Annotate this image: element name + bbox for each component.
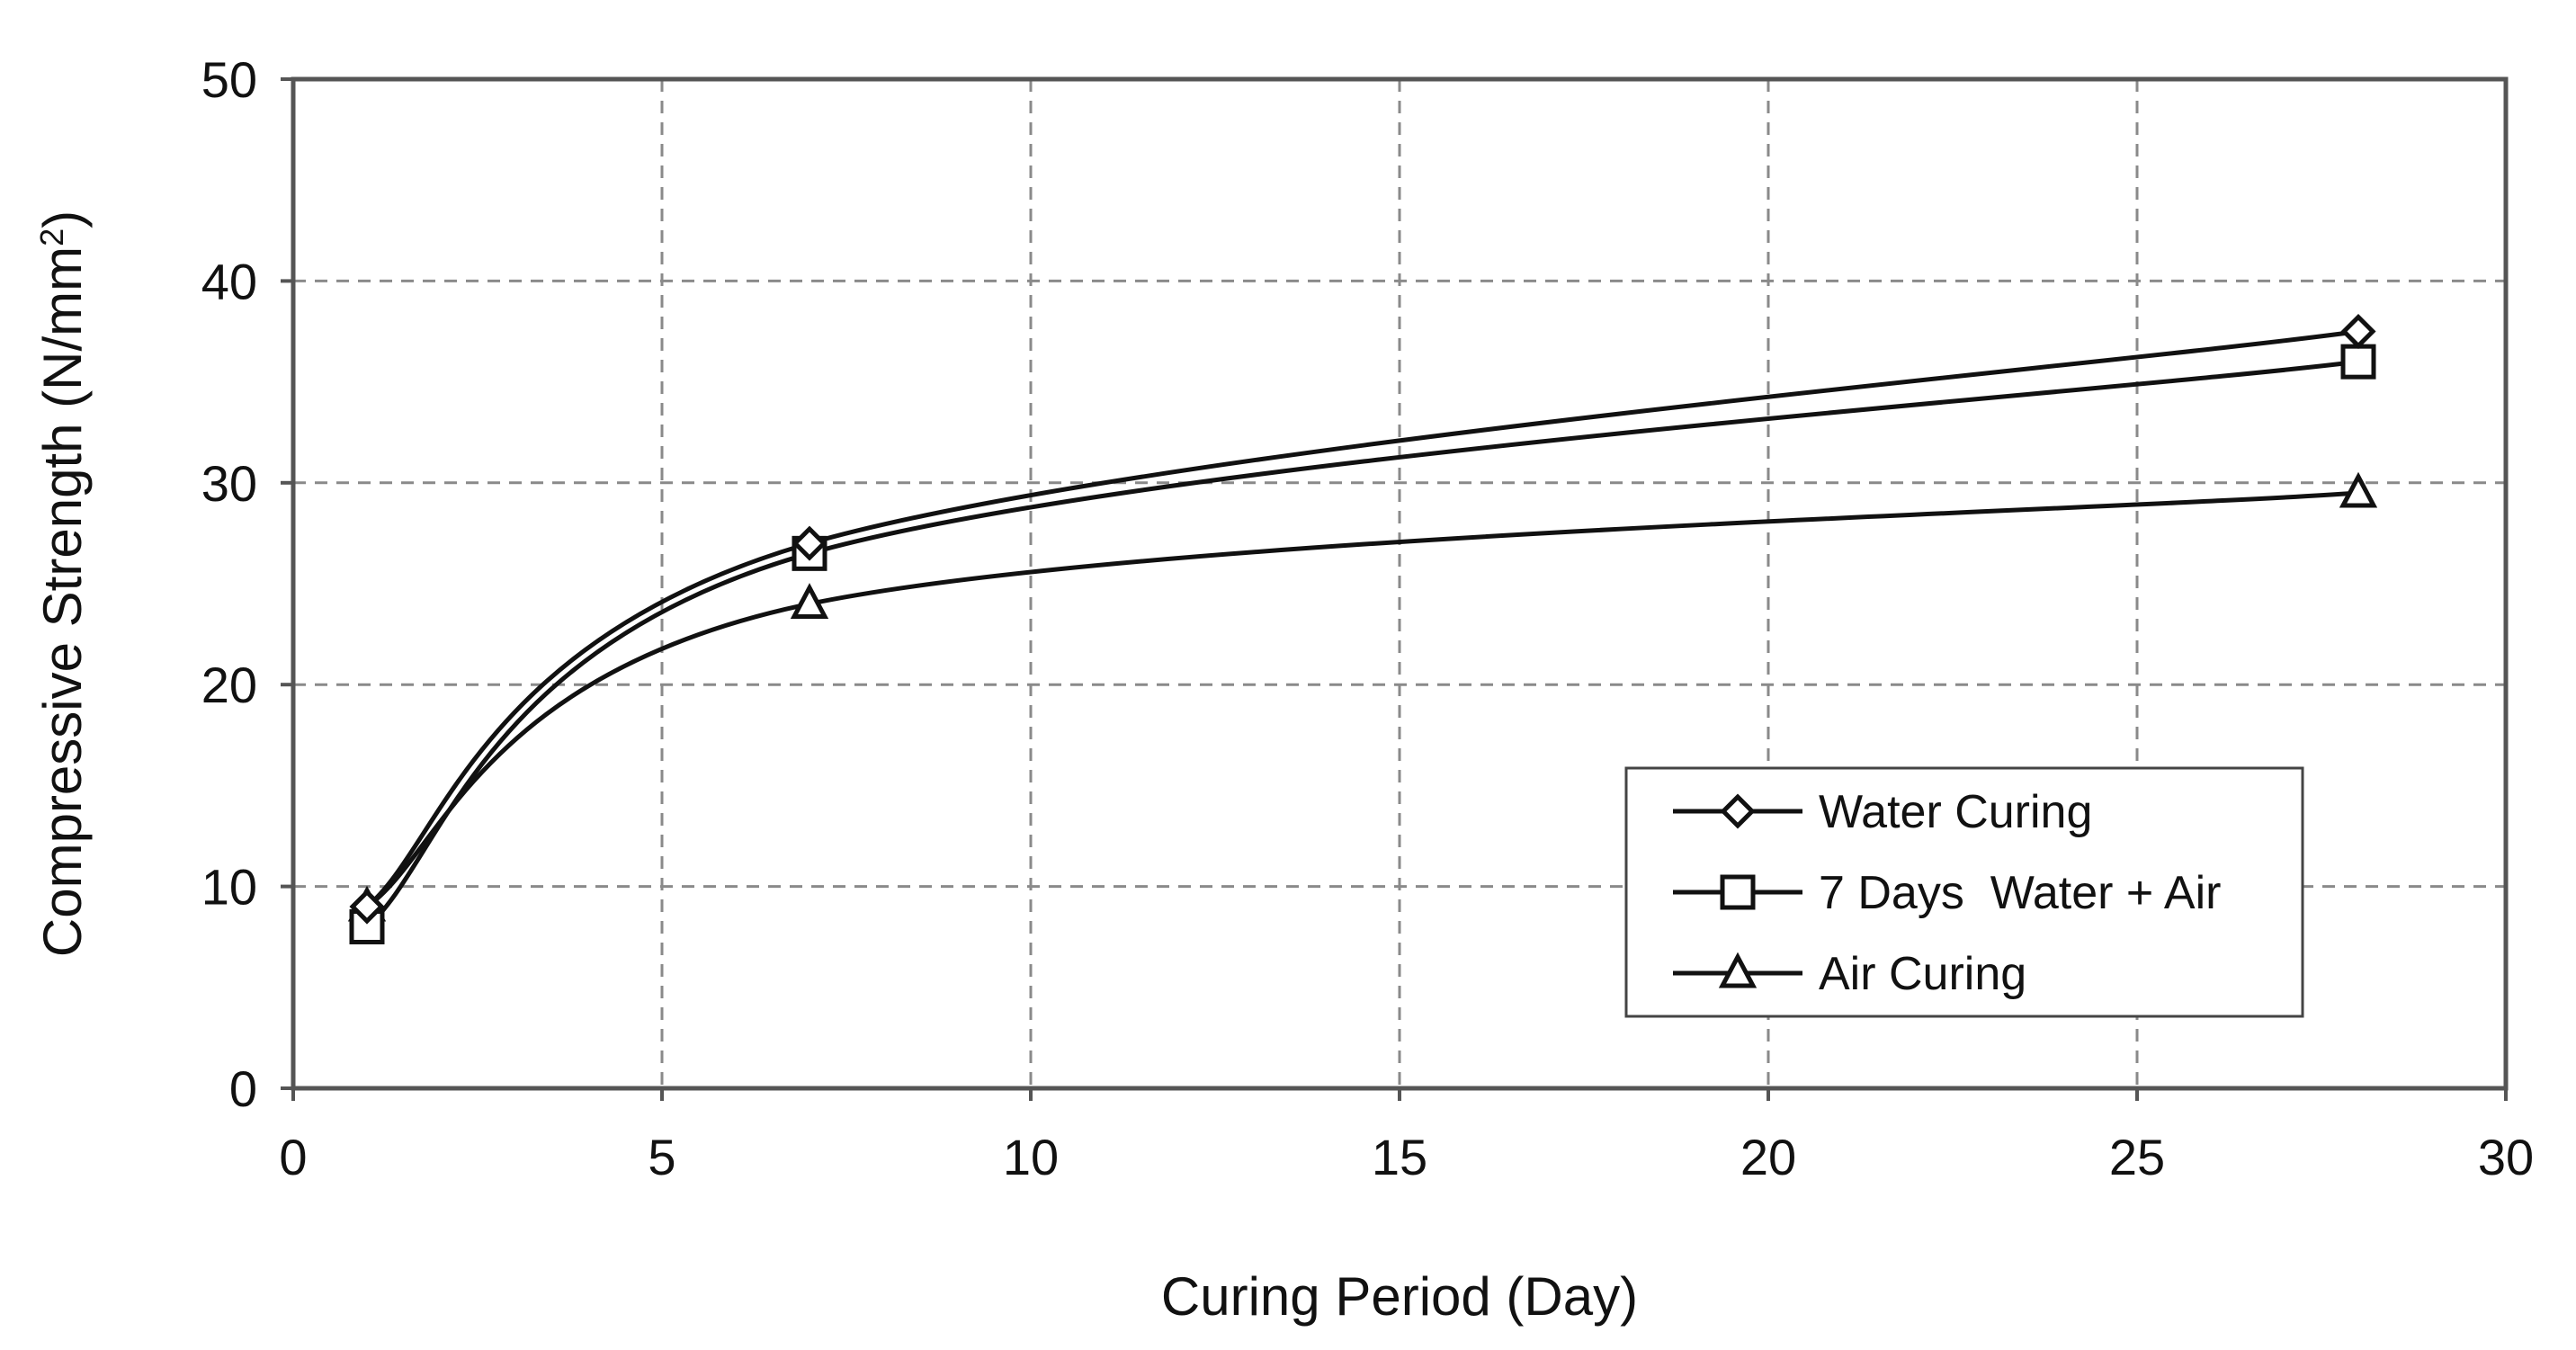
series-lines [364,329,2361,929]
series-line-square [364,359,2361,929]
y-axis-tick-labels: 0 10 20 30 40 50 [201,51,257,1117]
x-tick-label: 10 [1003,1129,1059,1185]
x-tick-label: 5 [648,1129,675,1185]
x-axis-title: Curing Period (Day) [1161,1266,1638,1327]
series-markers [347,313,2378,944]
x-tick-label: 15 [1372,1129,1427,1185]
y-axis-title: Compressive Strength (N/mm2) [32,210,93,957]
y-tick-label: 50 [201,51,257,108]
x-tick-label: 20 [1740,1129,1796,1185]
legend-item: Air Curing [1673,948,2026,1000]
plot-area-frame [291,76,2509,1091]
legend-diamond-marker [1720,793,1756,829]
x-tick-label: 0 [279,1129,307,1185]
y-axis-title-main: Compressive Strength (N/mm [32,246,93,957]
legend-label: Air Curing [1819,948,2026,1000]
y-tick-label: 0 [229,1060,257,1117]
data-point-triangle [790,583,829,619]
grid-lines [281,77,2508,1101]
y-tick-label: 40 [201,253,257,309]
x-axis-tick-labels: 0 5 10 15 20 25 30 [279,1129,2534,1185]
legend-item: Water Curing [1673,786,2092,838]
series-line-diamond [364,329,2361,909]
data-point-diamond [349,889,385,925]
data-point-diamond [792,525,827,561]
y-tick-label: 10 [201,859,257,916]
legend: Water Curing 7 Days Water + Air Air Curing [1624,766,2304,1018]
y-tick-label: 20 [201,657,257,713]
legend-triangle-marker [1718,952,1758,988]
legend-items: Water Curing 7 Days Water + Air Air Curing [1673,786,2221,1000]
y-tick-label: 30 [201,455,257,512]
legend-label: Water Curing [1819,786,2092,838]
legend-label: 7 Days Water + Air [1819,867,2221,919]
legend-square-marker [1720,874,1756,910]
data-point-diamond [2340,313,2376,350]
y-axis-title-close: ) [32,210,93,228]
x-tick-label: 25 [2109,1129,2165,1185]
data-point-triangle [2339,471,2378,508]
data-point-square [2340,344,2376,380]
legend-item: 7 Days Water + Air [1673,867,2221,919]
x-tick-label: 30 [2478,1129,2534,1185]
y-axis-title-superscript: 2 [33,228,70,246]
